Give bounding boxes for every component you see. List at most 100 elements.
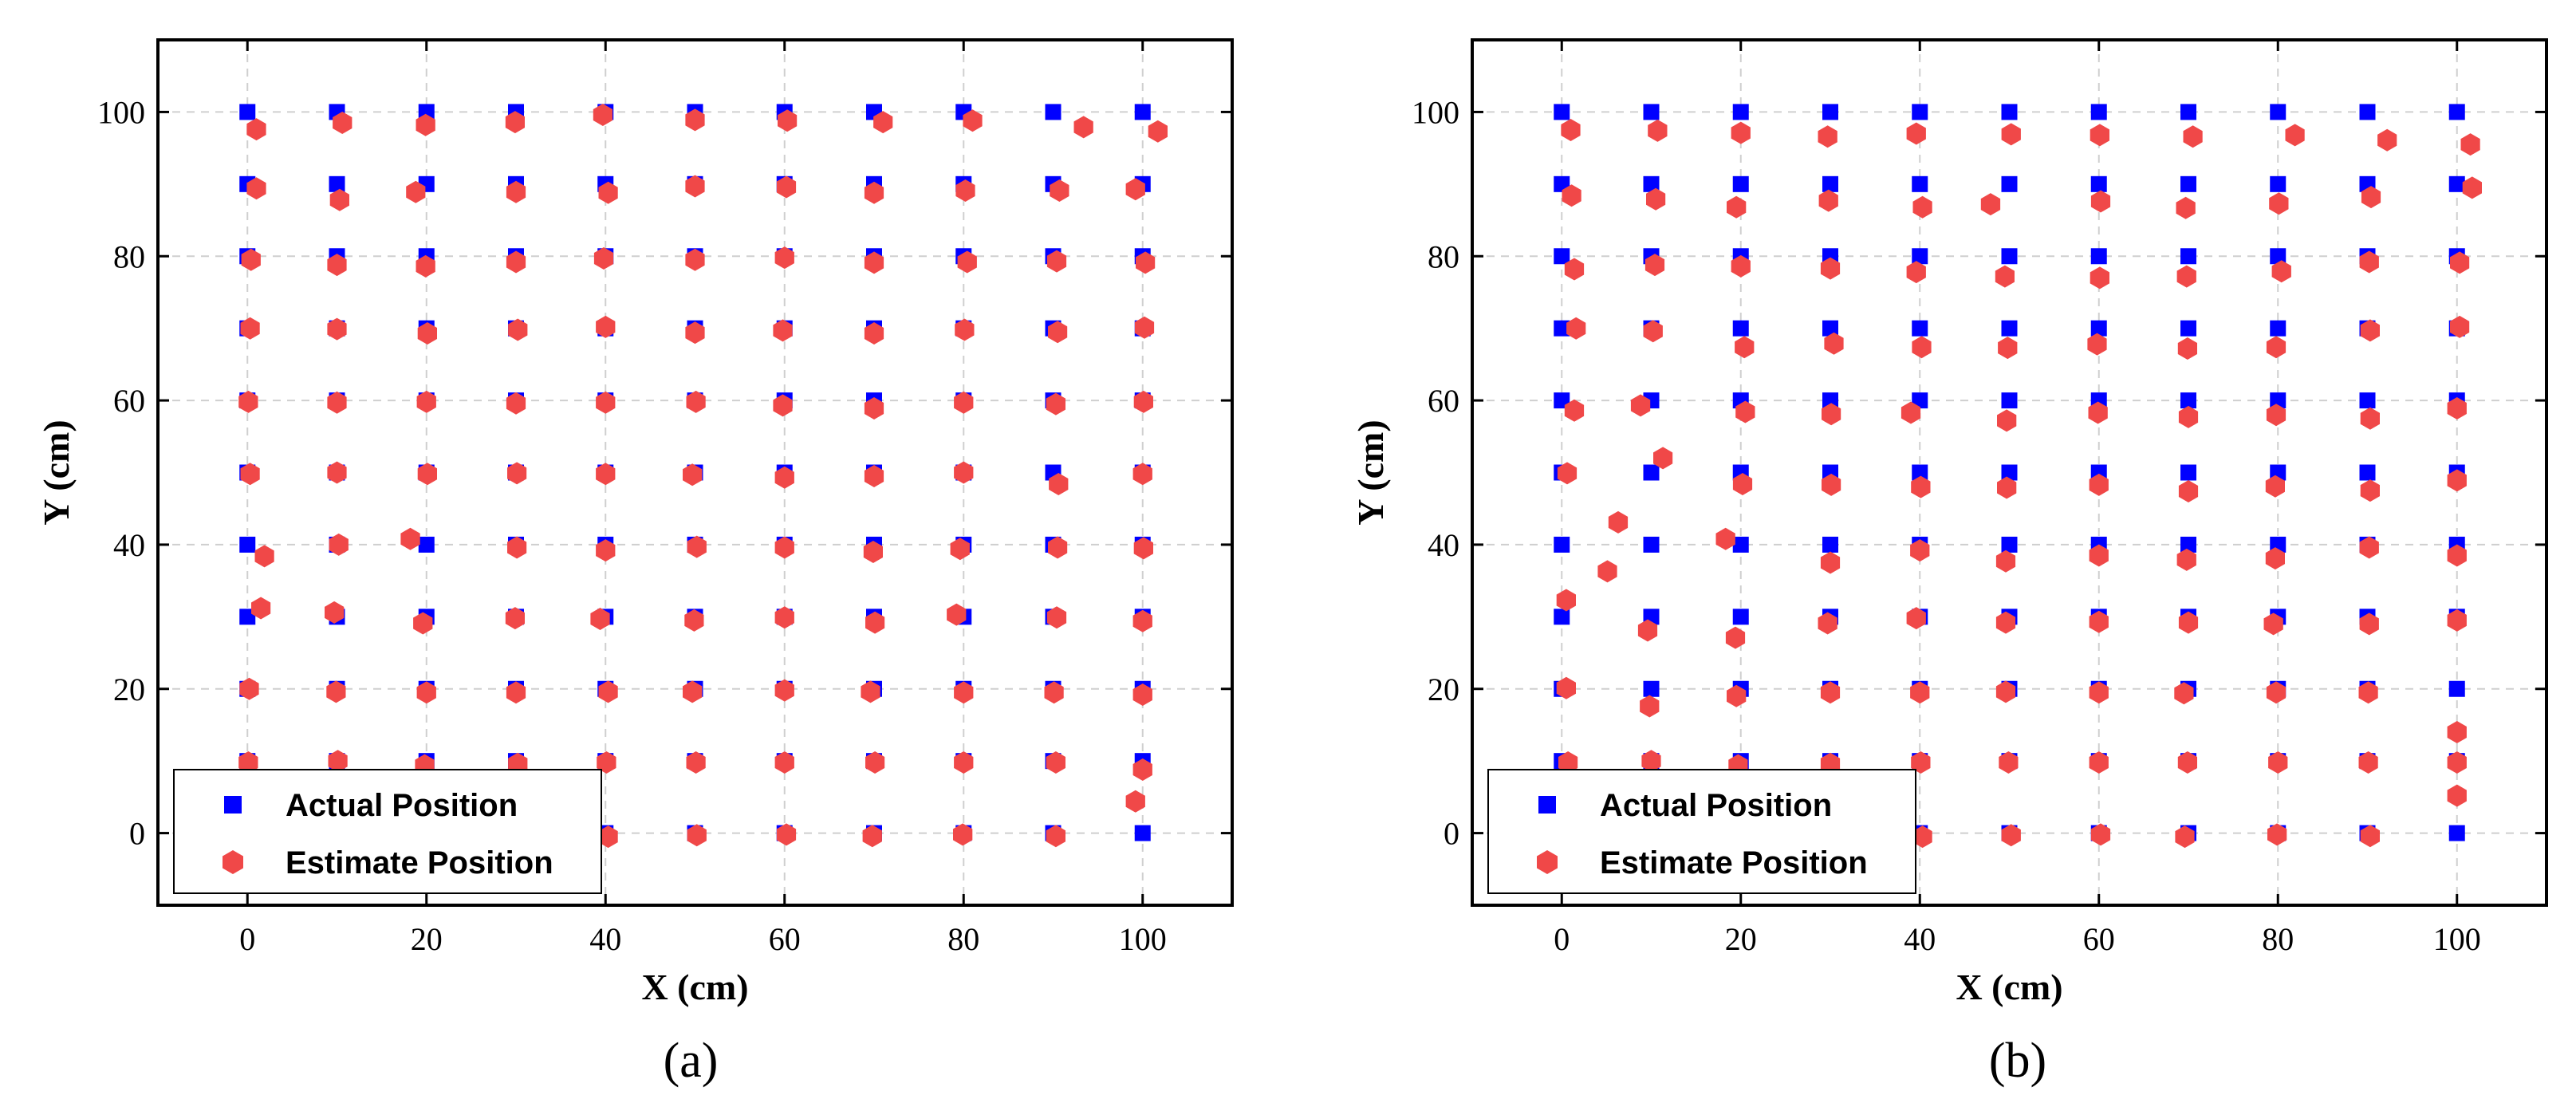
estimate-position-marker xyxy=(598,680,618,703)
estimate-position-marker xyxy=(2266,404,2286,427)
actual-position-marker xyxy=(1732,175,1749,192)
estimate-position-marker xyxy=(327,254,347,277)
estimate-position-marker xyxy=(774,466,794,489)
estimate-position-marker xyxy=(954,461,974,484)
estimate-position-marker xyxy=(1564,258,1585,281)
actual-position-marker xyxy=(1732,536,1749,553)
estimate-position-marker xyxy=(1980,193,2001,216)
estimate-position-marker xyxy=(862,825,882,848)
estimate-position-marker xyxy=(593,247,614,270)
legend-label: Actual Position xyxy=(286,788,518,823)
actual-position-marker xyxy=(1912,104,1928,120)
estimate-position-marker xyxy=(598,825,618,849)
actual-position-marker xyxy=(1643,175,1660,192)
estimate-position-marker xyxy=(2265,475,2285,498)
estimate-position-marker xyxy=(1637,619,1658,642)
estimate-position-marker xyxy=(1735,336,1755,359)
estimate-position-marker xyxy=(1715,527,1735,550)
actual-position-marker xyxy=(2001,104,2018,120)
estimate-position-marker xyxy=(1556,589,1576,612)
estimate-position-marker xyxy=(774,606,794,629)
y-tick-label: 60 xyxy=(113,383,145,419)
estimate-position-marker xyxy=(1641,750,1661,773)
estimate-position-marker xyxy=(683,680,703,703)
estimate-position-marker xyxy=(1133,537,1153,560)
actual-position-marker xyxy=(2001,464,2018,481)
estimate-position-marker xyxy=(413,612,433,635)
estimate-position-marker xyxy=(327,317,347,341)
estimate-position-marker xyxy=(1136,251,1156,274)
estimate-position-marker xyxy=(2450,251,2470,274)
estimate-position-marker xyxy=(2267,823,2287,846)
estimate-position-marker xyxy=(954,751,974,774)
estimate-position-marker xyxy=(507,462,527,485)
estimate-position-marker xyxy=(238,751,258,774)
estimate-position-marker xyxy=(505,607,525,630)
actual-position-marker xyxy=(1732,320,1749,337)
estimate-position-marker xyxy=(1995,611,2016,634)
estimate-position-marker xyxy=(325,601,345,624)
estimate-position-marker xyxy=(1073,116,1093,139)
actual-position-marker xyxy=(1822,536,1838,553)
estimate-position-marker xyxy=(2360,319,2380,342)
y-tick-label: 80 xyxy=(113,238,145,274)
estimate-position-marker xyxy=(2089,681,2109,704)
estimate-position-marker xyxy=(246,118,266,141)
estimate-position-marker xyxy=(1906,607,1926,630)
estimate-position-marker xyxy=(506,392,526,415)
estimate-position-marker xyxy=(417,322,437,345)
estimate-position-marker xyxy=(1727,195,1747,219)
y-axis-title: Y (cm) xyxy=(36,420,77,525)
estimate-position-marker xyxy=(1046,751,1065,774)
actual-position-marker xyxy=(1554,248,1570,265)
estimate-position-marker xyxy=(246,177,266,200)
actual-position-marker xyxy=(239,104,256,120)
estimate-position-marker xyxy=(2087,333,2107,356)
estimate-position-marker xyxy=(2358,751,2378,774)
estimate-position-marker xyxy=(400,527,420,550)
x-axis-title: X (cm) xyxy=(1956,967,2062,1007)
estimate-position-marker xyxy=(1735,400,1755,423)
estimate-position-marker xyxy=(1048,536,1068,559)
legend: Actual Position Estimate Position xyxy=(173,769,602,894)
estimate-position-marker xyxy=(685,175,705,198)
estimate-position-marker xyxy=(2358,681,2378,704)
actual-position-marker xyxy=(2270,320,2286,337)
estimate-position-marker xyxy=(2462,176,2482,199)
estimate-position-marker xyxy=(863,541,883,563)
actual-position-marker xyxy=(1554,320,1570,337)
estimate-position-marker xyxy=(953,823,973,846)
estimate-position-marker xyxy=(774,679,794,702)
estimate-position-marker xyxy=(1050,179,1069,202)
actual-position-marker xyxy=(239,536,256,553)
estimate-position-marker xyxy=(1148,120,1168,143)
estimate-position-marker xyxy=(239,677,259,700)
estimate-position-marker xyxy=(686,751,706,774)
estimate-position-marker xyxy=(1912,336,1932,359)
estimate-position-marker xyxy=(2447,544,2467,567)
estimate-position-marker xyxy=(1049,473,1069,495)
estimate-position-marker xyxy=(2089,610,2109,633)
estimate-position-marker xyxy=(1997,476,2017,499)
estimate-position-marker xyxy=(865,611,885,634)
estimate-position-marker xyxy=(776,175,797,199)
estimate-position-marker xyxy=(1820,681,1841,704)
estimate-position-marker xyxy=(1046,606,1067,629)
estimate-position-marker xyxy=(2360,407,2380,430)
estimate-position-marker xyxy=(596,315,616,338)
estimate-position-marker xyxy=(864,397,884,420)
y-tick-label: 40 xyxy=(113,527,145,563)
estimate-position-marker xyxy=(774,536,794,559)
estimate-position-marker xyxy=(1912,195,1932,219)
estimate-position-marker xyxy=(2447,721,2467,743)
legend-box xyxy=(173,769,602,894)
actual-position-marker xyxy=(1822,175,1838,192)
estimate-position-marker xyxy=(2460,133,2480,156)
estimate-position-marker xyxy=(1912,825,1932,849)
actual-position-marker xyxy=(2270,248,2286,265)
actual-position-marker xyxy=(1912,464,1928,481)
x-tick-label: 40 xyxy=(1904,921,1936,957)
plot-frame xyxy=(156,38,1234,907)
estimate-position-marker xyxy=(1125,790,1145,813)
estimate-position-marker xyxy=(328,750,348,773)
